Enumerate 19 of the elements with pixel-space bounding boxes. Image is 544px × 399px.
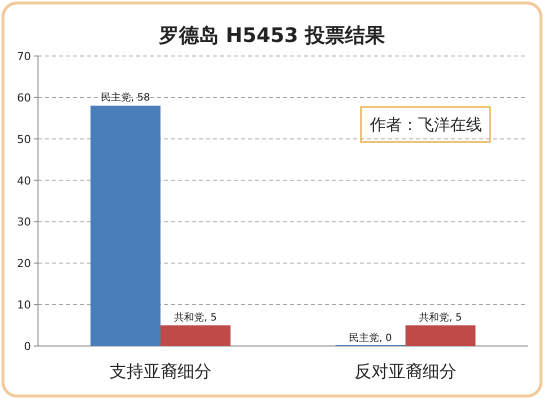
x-tick-label: 反对亚裔细分 bbox=[354, 362, 456, 382]
y-tick-label: 10 bbox=[17, 298, 31, 312]
y-tick-label: 40 bbox=[17, 174, 31, 188]
y-tick-label: 60 bbox=[17, 91, 31, 104]
bar bbox=[406, 325, 476, 346]
data-label: 民主党, 58 bbox=[100, 92, 150, 104]
data-label: 民主党, 0 bbox=[349, 332, 392, 344]
chart-title: 罗德岛 H5453 投票结果 bbox=[158, 23, 386, 47]
data-label: 共和党, 5 bbox=[174, 311, 217, 324]
data-label: 共和党, 5 bbox=[419, 311, 462, 324]
bar bbox=[90, 106, 160, 346]
annotation: 作者：飞洋在线 bbox=[369, 115, 482, 134]
y-tick-label: 50 bbox=[17, 132, 31, 146]
bar bbox=[160, 325, 230, 346]
y-tick-label: 30 bbox=[17, 216, 31, 229]
y-tick-label: 20 bbox=[17, 257, 31, 270]
x-tick-label: 支持亚裔细分 bbox=[110, 362, 212, 382]
y-tick-label: 0 bbox=[24, 340, 31, 353]
y-tick-label: 70 bbox=[17, 50, 31, 63]
